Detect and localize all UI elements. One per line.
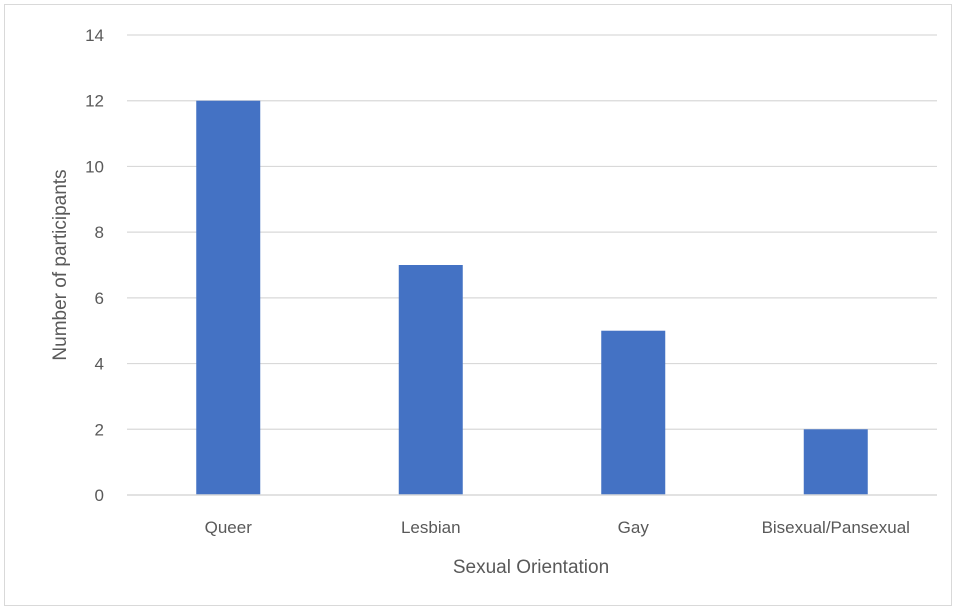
x-axis-title: Sexual Orientation <box>453 557 609 578</box>
bar-queer <box>196 100 261 495</box>
chart-frame <box>4 4 952 606</box>
y-tick-label: 8 <box>95 223 104 242</box>
y-tick-label: 4 <box>95 355 104 374</box>
bar-gay <box>601 330 666 495</box>
y-tick-label: 2 <box>95 420 104 439</box>
gridlines <box>127 34 937 430</box>
x-tick-label: Queer <box>205 518 253 537</box>
x-tick-labels: Queer Lesbian Gay Bisexual/Pansexual <box>205 518 910 537</box>
y-tick-label: 6 <box>95 289 104 308</box>
y-tick-labels: 0 2 4 6 8 10 12 14 <box>85 26 104 505</box>
bars <box>196 100 868 495</box>
y-tick-label: 0 <box>95 486 104 505</box>
y-tick-label: 10 <box>85 157 104 176</box>
x-tick-label: Bisexual/Pansexual <box>762 518 910 537</box>
y-tick-label: 14 <box>85 26 104 45</box>
bar-bisexual-pansexual <box>803 429 868 495</box>
y-tick-label: 12 <box>85 92 104 111</box>
bar-lesbian <box>398 265 463 495</box>
x-tick-label: Lesbian <box>401 518 461 537</box>
y-axis-title: Number of participants <box>50 169 71 360</box>
x-tick-label: Gay <box>618 518 650 537</box>
